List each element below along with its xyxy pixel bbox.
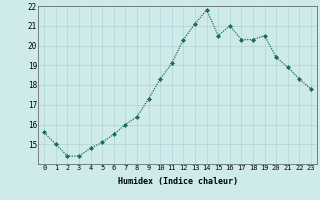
X-axis label: Humidex (Indice chaleur): Humidex (Indice chaleur) [118,177,238,186]
